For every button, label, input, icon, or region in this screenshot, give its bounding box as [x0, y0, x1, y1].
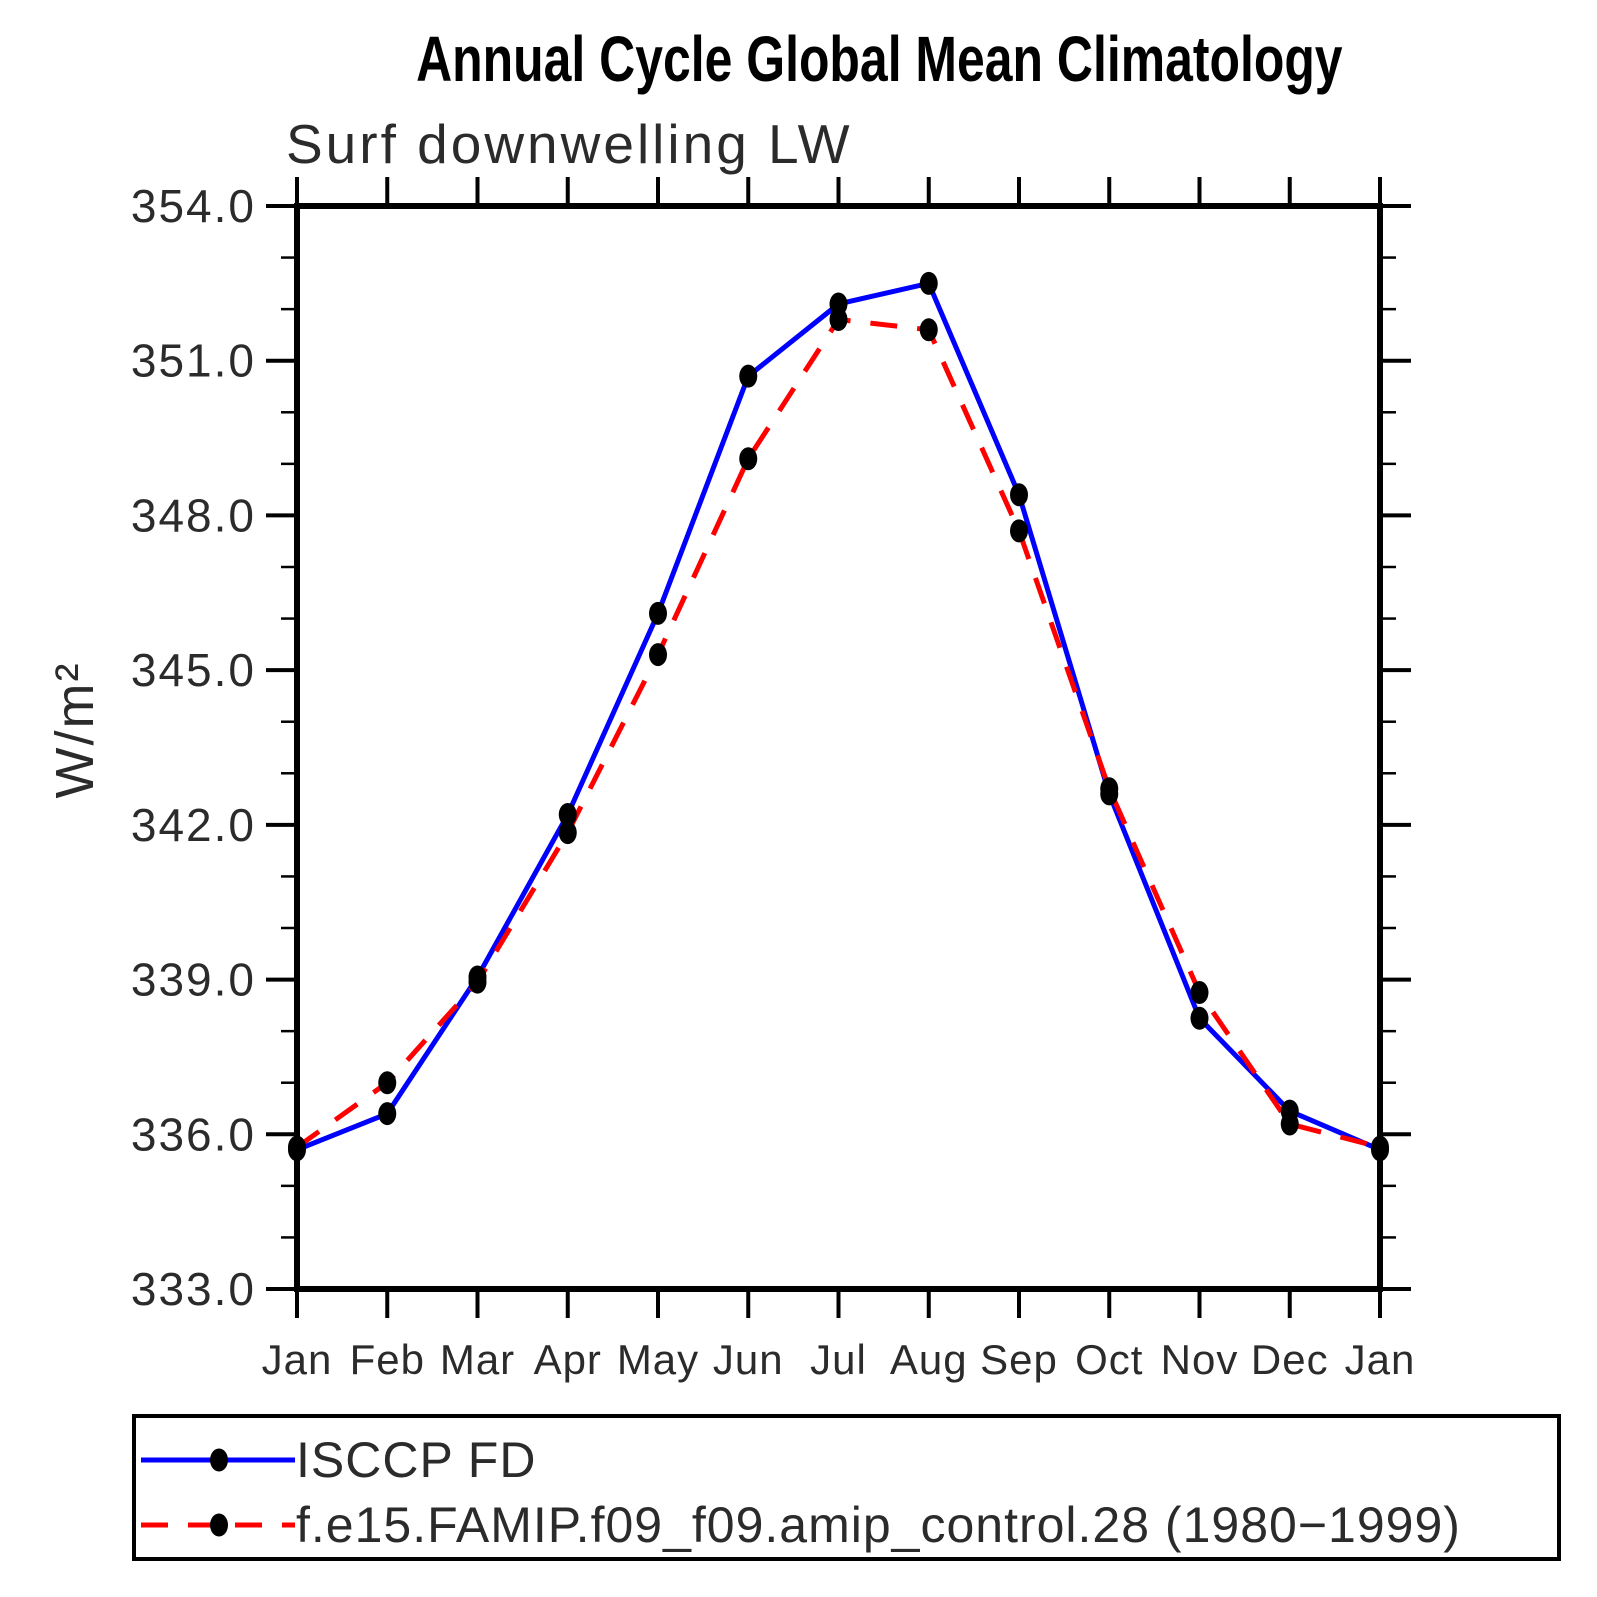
legend-item: f.e15.FAMIP.f09_f09.amip_control.28 (198… [136, 1499, 1557, 1551]
data-point-marker [558, 821, 577, 845]
x-tick-label: Jul [810, 1336, 867, 1383]
x-tick-label: Jun [713, 1336, 784, 1383]
x-tick-label: Oct [1075, 1336, 1143, 1383]
series-line-model [295, 316, 1381, 1150]
data-point-marker [919, 271, 938, 295]
data-point-marker [468, 970, 487, 994]
legend-line-sample-isccp-fd [141, 1448, 295, 1472]
x-tick-label: Aug [890, 1336, 968, 1383]
legend-item: ISCCP FD [136, 1434, 1557, 1486]
data-point-marker [558, 803, 577, 827]
legend-box: ISCCP FD f.e15.FAMIP.f09_f09.amip_control… [132, 1414, 1561, 1561]
data-point-marker [378, 1102, 397, 1126]
data-point-marker [1010, 519, 1028, 543]
y-tick-label: 345.0 [131, 644, 256, 696]
y-tick-label: 354.0 [131, 180, 256, 232]
x-tick-label: Sep [980, 1336, 1058, 1383]
legend-marker-icon [210, 1513, 228, 1537]
chart-subtitle: Surf downwelling LW [286, 113, 853, 175]
data-point-marker [829, 307, 848, 331]
x-tick-label: May [617, 1336, 699, 1383]
x-tick-label: Nov [1161, 1336, 1239, 1383]
data-point-marker [378, 1071, 397, 1095]
chart-title: Annual Cycle Global Mean Climatology [416, 23, 1343, 95]
data-point-marker [1010, 483, 1028, 507]
data-point-marker [288, 1135, 306, 1159]
axis-frame [294, 203, 1383, 1292]
y-tick-label: 351.0 [131, 335, 256, 387]
data-point-marker [649, 643, 667, 667]
legend-marker-icon [210, 1448, 228, 1472]
legend-line-sample-model [141, 1513, 295, 1537]
legend-item-label: ISCCP FD [296, 1432, 537, 1488]
data-point-marker [919, 318, 938, 342]
data-point-marker [1280, 1112, 1299, 1136]
data-point-marker [1371, 1135, 1389, 1159]
x-tick-label: Jan [1345, 1336, 1416, 1383]
data-point-marker [1190, 1006, 1209, 1030]
x-tick-label: Apr [534, 1336, 602, 1383]
x-tick-label: Dec [1251, 1336, 1329, 1383]
data-point-marker [649, 601, 667, 625]
x-tick-label: Jan [262, 1336, 333, 1383]
data-point-marker [739, 447, 758, 471]
legend-item-label: f.e15.FAMIP.f09_f09.amip_control.28 (198… [296, 1497, 1461, 1553]
data-point-marker [1100, 777, 1119, 801]
x-tick-label: Mar [440, 1336, 515, 1383]
y-tick-label: 336.0 [131, 1108, 256, 1160]
y-tick-label: 342.0 [131, 799, 256, 851]
y-tick-label: 333.0 [131, 1263, 256, 1315]
x-tick-label: Feb [350, 1336, 425, 1383]
data-point-marker [739, 364, 758, 388]
data-point-marker [1190, 980, 1209, 1004]
y-tick-label: 339.0 [131, 954, 256, 1006]
y-tick-label: 348.0 [131, 489, 256, 541]
